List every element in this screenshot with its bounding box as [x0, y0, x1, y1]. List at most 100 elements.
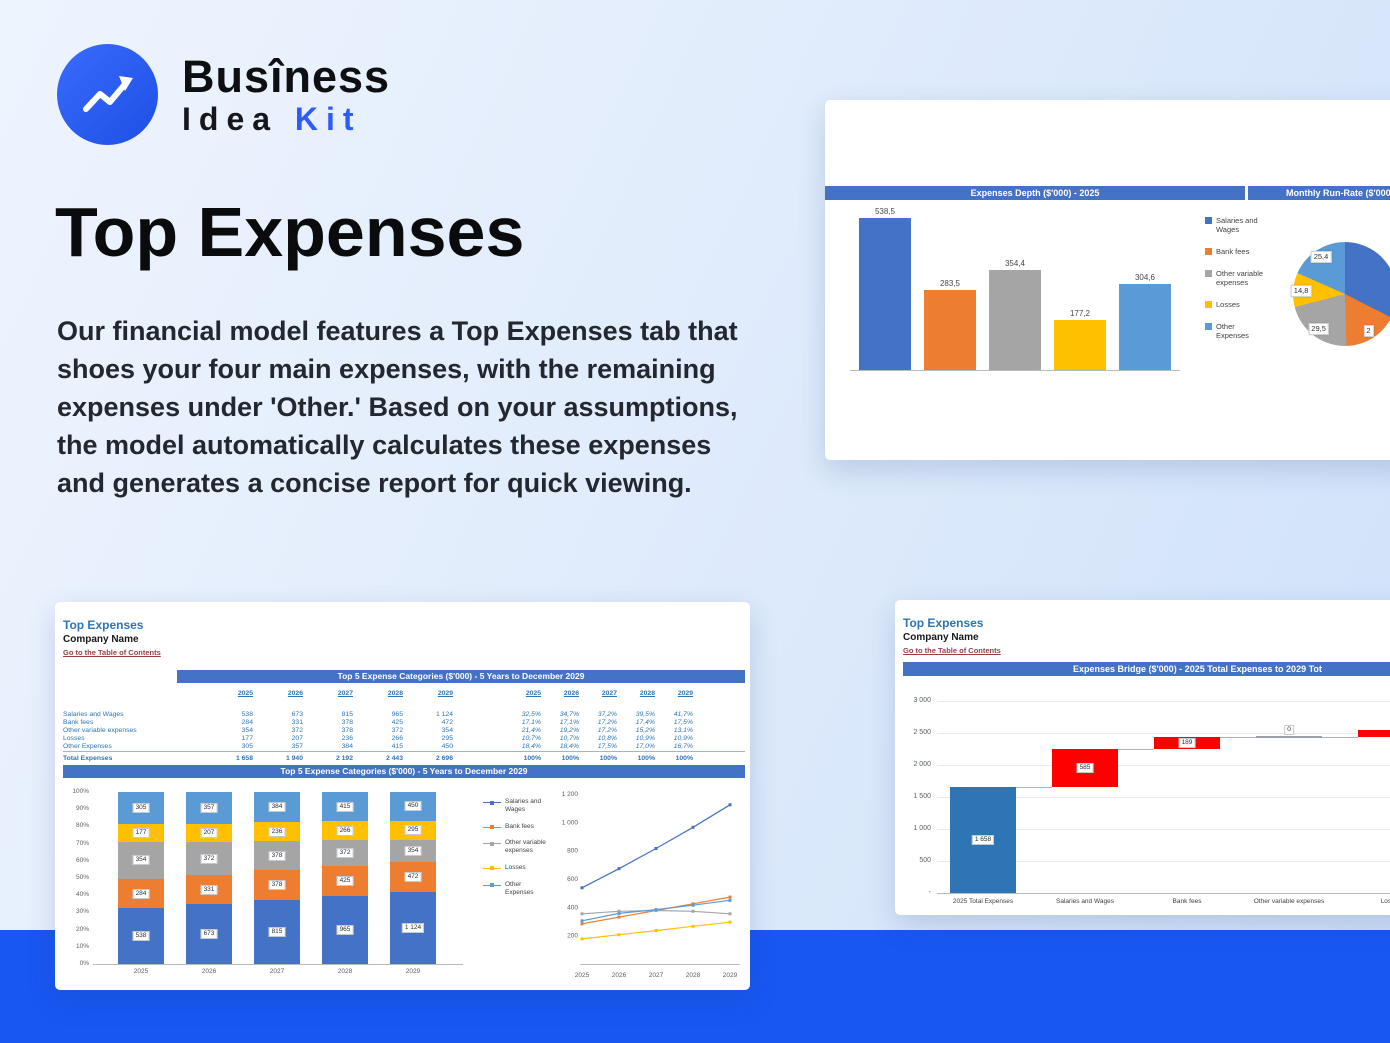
table-cell: 815: [341, 710, 353, 718]
segment-value-label: 236: [268, 826, 286, 837]
table-cell: 372: [291, 726, 303, 734]
table-cell: 21,4%: [521, 726, 541, 734]
svg-text:200: 200: [567, 933, 578, 940]
gridline: [937, 797, 1390, 798]
y-tick-label: 3 000: [913, 697, 931, 704]
legend-swatch: [1205, 270, 1212, 277]
top5-stacked-bar-chart: 100% 90% 80% 70% 60% 50% 40% 30% 20% 10% 0% 538 284 3…: [63, 782, 473, 982]
table-row: Bank fees 284 331 378 425 472 17,1% 17,1% 17,2% 1…: [63, 718, 745, 726]
legend-item: Other Expenses: [483, 881, 549, 897]
table-cell: 378: [341, 726, 353, 734]
table-cell: 2028: [387, 689, 403, 697]
line-chart-legend: Salaries and Wages Bank fees Other variabl…: [483, 798, 549, 905]
svg-text:2027: 2027: [649, 972, 664, 979]
table-cell: 266: [391, 734, 403, 742]
table-row: Other variable expenses 354 372 378 372 354 21…: [63, 726, 745, 734]
toc-link[interactable]: Go to the Table of Contents: [903, 646, 1001, 655]
gridline: [937, 829, 1390, 830]
brand-name-business: Busîness: [182, 51, 391, 102]
table-cell: 17,0%: [635, 742, 655, 750]
gridline: [937, 733, 1390, 734]
bar-value-label: 538,5: [874, 207, 896, 217]
expenses-depth-card: Expenses Depth ($'000) - 2025 Monthly Ru…: [825, 100, 1390, 460]
legend-label: Bank fees: [1216, 247, 1250, 256]
bar-value-label: 354,4: [1004, 259, 1026, 268]
x-tick-label: 2027: [269, 968, 285, 975]
table-cell: 18,4%: [521, 742, 541, 750]
sheet-title: Top Expenses: [903, 616, 984, 630]
table-cell: 10,7%: [559, 734, 579, 742]
x-tick-label: 2025: [133, 968, 149, 975]
table-cell: 10,7%: [521, 734, 541, 742]
table-cell: 295: [441, 734, 453, 742]
row-label: Bank fees: [63, 718, 94, 726]
svg-text:2025: 2025: [575, 972, 590, 979]
table-cell: 354: [241, 726, 253, 734]
table-cell: 2 696: [435, 754, 453, 762]
svg-text:2029: 2029: [723, 972, 738, 979]
bar-1: 283,5: [924, 279, 976, 370]
table-cell: 100%: [561, 754, 579, 762]
segment-value-label: 207: [200, 827, 218, 838]
y-tick-label: 50%: [75, 874, 89, 881]
line-chart-svg: 1 200 1 000 800 600 400 200 2025 2026 2027 2028 20…: [562, 791, 740, 979]
bar-value-label: 585: [1076, 763, 1094, 774]
segment-value-label: 372: [200, 853, 218, 864]
table-cell: 384: [341, 742, 353, 750]
pie-slice-label: 29,5: [1308, 323, 1329, 336]
segment-value-label: 673: [200, 929, 218, 940]
table-cell: 673: [291, 710, 303, 718]
table-cell: 177: [241, 734, 253, 742]
legend-item: Salaries and Wages: [483, 798, 549, 814]
table-cell: 32,5%: [521, 710, 541, 718]
top5-line-chart: 1 200 1 000 800 600 400 200 2025 2026 2027 2028 20…: [560, 787, 745, 987]
company-name: Company Name: [63, 634, 139, 645]
legend-item: Other Expenses: [1205, 322, 1269, 340]
segment-value-label: 284: [132, 888, 150, 899]
legend-line-marker: [483, 883, 501, 888]
y-tick-label: 500: [919, 857, 931, 864]
bar-4: 304,6: [1119, 273, 1171, 370]
legend-label: Losses: [505, 863, 526, 871]
segment-value-label: 450: [404, 801, 422, 812]
bar-value-label: 304,6: [1134, 273, 1156, 283]
segment-value-label: 354: [404, 845, 422, 856]
top5-table-title: Top 5 Expense Categories ($'000) - 5 Yea…: [177, 670, 745, 683]
gridline: [937, 861, 1390, 862]
legend-swatch: [1205, 248, 1212, 255]
table-cell: 17,2%: [597, 718, 617, 726]
bar-2: 354,4: [989, 259, 1041, 370]
bar-0: 538,5: [859, 207, 911, 370]
segment-value-label: 266: [336, 825, 354, 836]
segment-value-label: 538: [132, 931, 150, 942]
table-cell: 17,1%: [559, 718, 579, 726]
legend-line-marker: [483, 825, 501, 830]
y-tick-label: 70%: [75, 839, 89, 847]
legend-dot: [490, 825, 494, 830]
x-axis-line: [93, 964, 463, 965]
table-cell: 207: [291, 734, 303, 742]
table-row: Losses 177 207 236 266 295 10,7% 10,7% 10,8% 10,9…: [63, 734, 745, 742]
top5-chart-title: Top 5 Expense Categories ($'000) - 5 Yea…: [63, 765, 745, 778]
toc-link[interactable]: Go to the Table of Contents: [63, 648, 161, 657]
legend-label: Other variable expenses: [505, 839, 546, 855]
row-label: Other variable expenses: [63, 726, 137, 734]
table-cell: 17,4%: [635, 718, 655, 726]
table-cell: 15,2%: [635, 726, 655, 734]
y-tick-label: 10%: [75, 942, 89, 950]
legend-item: Salaries and Wages: [1205, 216, 1269, 234]
runrate-pie-chart: 2 29,5 14,8 25,4: [1290, 242, 1390, 346]
brand-name-idea: Idea: [182, 101, 279, 137]
connector-line: [1220, 737, 1256, 739]
table-cell: 13,1%: [673, 726, 693, 734]
x-axis-line: [937, 893, 1390, 894]
zero-delta-line: [1256, 736, 1322, 739]
y-tick-label: 0%: [79, 960, 89, 967]
table-cell: 100%: [675, 754, 693, 762]
y-tick-label: 1 000: [913, 825, 931, 832]
legend-label: Losses: [1216, 300, 1240, 309]
x-tick-label: 2026: [201, 968, 217, 975]
x-tick-label: Losses: [1380, 898, 1390, 905]
svg-text:1 200: 1 200: [562, 791, 579, 798]
svg-text:2028: 2028: [686, 972, 701, 979]
